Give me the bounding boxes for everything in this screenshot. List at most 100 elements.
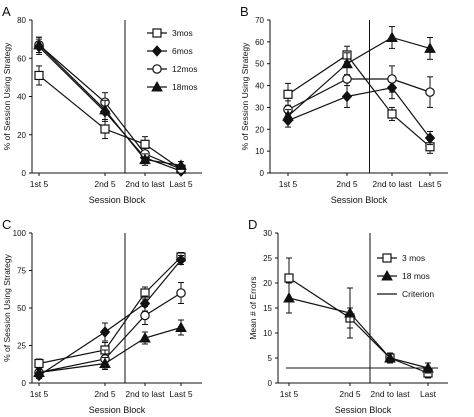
legend-label: Criterion: [402, 289, 434, 299]
legend: 3mos 6mos 12mos 18mos: [147, 28, 198, 92]
series-line: [38, 259, 182, 377]
data-point: [175, 321, 187, 332]
x-tick-label: 2nd to last: [125, 179, 165, 189]
legend-label: 3mos: [172, 28, 193, 38]
y-tick-label: 5: [268, 354, 273, 363]
y-tick-label: 0: [260, 169, 265, 178]
y-tick-label: 70: [255, 16, 264, 25]
series-3mos: [34, 252, 186, 369]
data-point: [100, 124, 110, 134]
y-tick-label: 10: [255, 147, 264, 156]
y-tick-label: 20: [263, 279, 272, 288]
series-line: [287, 87, 431, 139]
y-tick-label: 40: [17, 93, 26, 102]
data-point: [140, 310, 150, 321]
x-axis-title: Session Block: [89, 195, 146, 205]
series-6mos: [33, 254, 187, 382]
data-point: [99, 103, 111, 115]
panel-b: B 0 10 20 30 40 50 60 70 1st 5 2nd 5 2nd to last Las…: [240, 4, 448, 205]
data-point: [175, 254, 187, 266]
series-line: [287, 78, 431, 111]
x-tick-label: 2nd to last: [125, 389, 165, 399]
y-tick-label: 60: [17, 54, 26, 63]
data-point: [284, 273, 294, 283]
data-point: [139, 331, 151, 343]
data-point: [387, 109, 397, 119]
x-tick-label: 2nd 5: [336, 179, 358, 189]
data-point: [341, 57, 353, 69]
data-point: [425, 87, 435, 97]
data-point: [99, 326, 111, 338]
series-12mos: [34, 36, 186, 174]
series-18-mos: [283, 282, 434, 374]
y-axis-title: Mean # of Errors: [248, 276, 258, 339]
data-point: [139, 153, 151, 165]
y-axis-title: % of Session Using Strategy: [240, 42, 250, 150]
y-axis-title: % of Session Using Strategy: [2, 253, 12, 361]
x-tick-label: 1st 5: [30, 179, 49, 189]
series-line: [288, 297, 429, 369]
data-point: [176, 288, 186, 298]
data-point: [99, 357, 111, 368]
y-tick-label: 0: [22, 379, 27, 388]
y-tick-label: 10: [263, 329, 272, 338]
x-tick-label: Last 5: [418, 179, 441, 189]
data-point: [387, 74, 397, 84]
series-line: [38, 74, 182, 170]
legend-label: 3 mos: [402, 253, 425, 263]
y-tick-label: 75: [17, 267, 26, 276]
y-tick-label: 40: [255, 82, 264, 91]
x-tick-label: 1st 5: [280, 389, 299, 399]
legend-marker: [151, 45, 163, 57]
y-tick-label: 20: [17, 131, 26, 140]
panel-a: A 0 20 40 60 80 1st 5 2nd 5 2nd to last Last 5 Ses…: [2, 4, 202, 205]
data-point: [344, 306, 356, 318]
y-tick-label: 25: [17, 342, 26, 351]
series-line: [38, 44, 182, 166]
y-tick-label: 25: [263, 254, 272, 263]
series-3mos: [34, 65, 186, 174]
series-12mos: [283, 61, 435, 119]
legend-marker: [381, 269, 393, 281]
data-point: [424, 42, 436, 53]
panel-letter: C: [2, 217, 11, 232]
legend: 3 mos 18 mos Criterion: [377, 253, 434, 299]
series-18mos: [282, 26, 436, 124]
legend-label: 18 mos: [402, 271, 430, 281]
series-6mos: [33, 38, 187, 177]
y-tick-label: 50: [255, 60, 264, 69]
panel-letter: D: [248, 217, 257, 232]
series-line: [287, 54, 431, 148]
data-point: [34, 358, 44, 369]
legend-marker: [151, 80, 163, 92]
y-tick-label: 0: [22, 169, 27, 178]
x-tick-label: 2nd to last: [372, 179, 412, 189]
series-line: [38, 292, 182, 374]
data-point: [140, 139, 150, 149]
data-point: [175, 159, 187, 170]
data-point: [386, 31, 398, 42]
legend-label: 18mos: [172, 82, 198, 92]
legend-marker: [152, 28, 162, 38]
panel-letter: B: [240, 4, 249, 19]
data-point: [283, 291, 295, 303]
data-point: [34, 70, 44, 81]
y-tick-label: 80: [17, 16, 26, 25]
x-tick-label: Last 5: [169, 389, 192, 399]
legend-label: 12mos: [172, 64, 198, 74]
x-tick-label: Last: [420, 389, 437, 399]
data-point: [342, 74, 352, 84]
x-tick-label: 2nd 5: [339, 389, 361, 399]
data-point: [283, 89, 293, 99]
x-tick-label: Last 5: [169, 179, 192, 189]
panel-c: C 0 25 50 75 100 1st 5 2nd 5 2nd to last Last 5 Se…: [2, 217, 202, 415]
data-point: [33, 38, 45, 50]
y-tick-label: 100: [13, 229, 27, 238]
y-tick-label: 60: [255, 38, 264, 47]
data-point: [424, 132, 436, 144]
series-line: [38, 44, 182, 170]
y-tick-label: 50: [17, 304, 26, 313]
y-axis-title: % of Session Using Strategy: [2, 42, 12, 150]
x-tick-label: 2nd 5: [94, 179, 116, 189]
